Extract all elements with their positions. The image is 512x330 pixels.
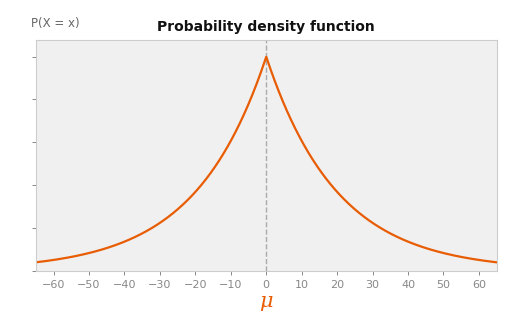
Text: P(X = x): P(X = x) (31, 17, 80, 30)
Title: Probability density function: Probability density function (157, 20, 375, 34)
X-axis label: μ: μ (260, 292, 273, 312)
